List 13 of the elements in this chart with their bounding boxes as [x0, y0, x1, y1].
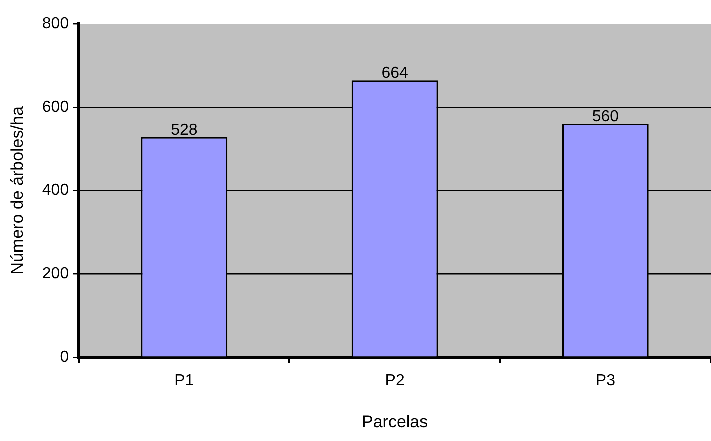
y-tick-label: 200 — [42, 265, 70, 282]
x-tick-label: P2 — [385, 372, 405, 390]
x-tick-label: P1 — [174, 372, 194, 390]
y-tick-label: 400 — [42, 182, 70, 200]
x-axis-title: Parcelas — [362, 412, 428, 432]
data-label: 528 — [171, 122, 198, 139]
y-tick-label: 0 — [60, 348, 70, 366]
data-label: 664 — [382, 65, 408, 82]
y-axis-title: Número de árboles/ha — [8, 106, 27, 275]
data-label: 560 — [592, 108, 620, 126]
y-tick-label: 600 — [42, 98, 70, 116]
x-tick-label: P3 — [596, 372, 616, 390]
y-tick-label: 800 — [42, 15, 70, 32]
